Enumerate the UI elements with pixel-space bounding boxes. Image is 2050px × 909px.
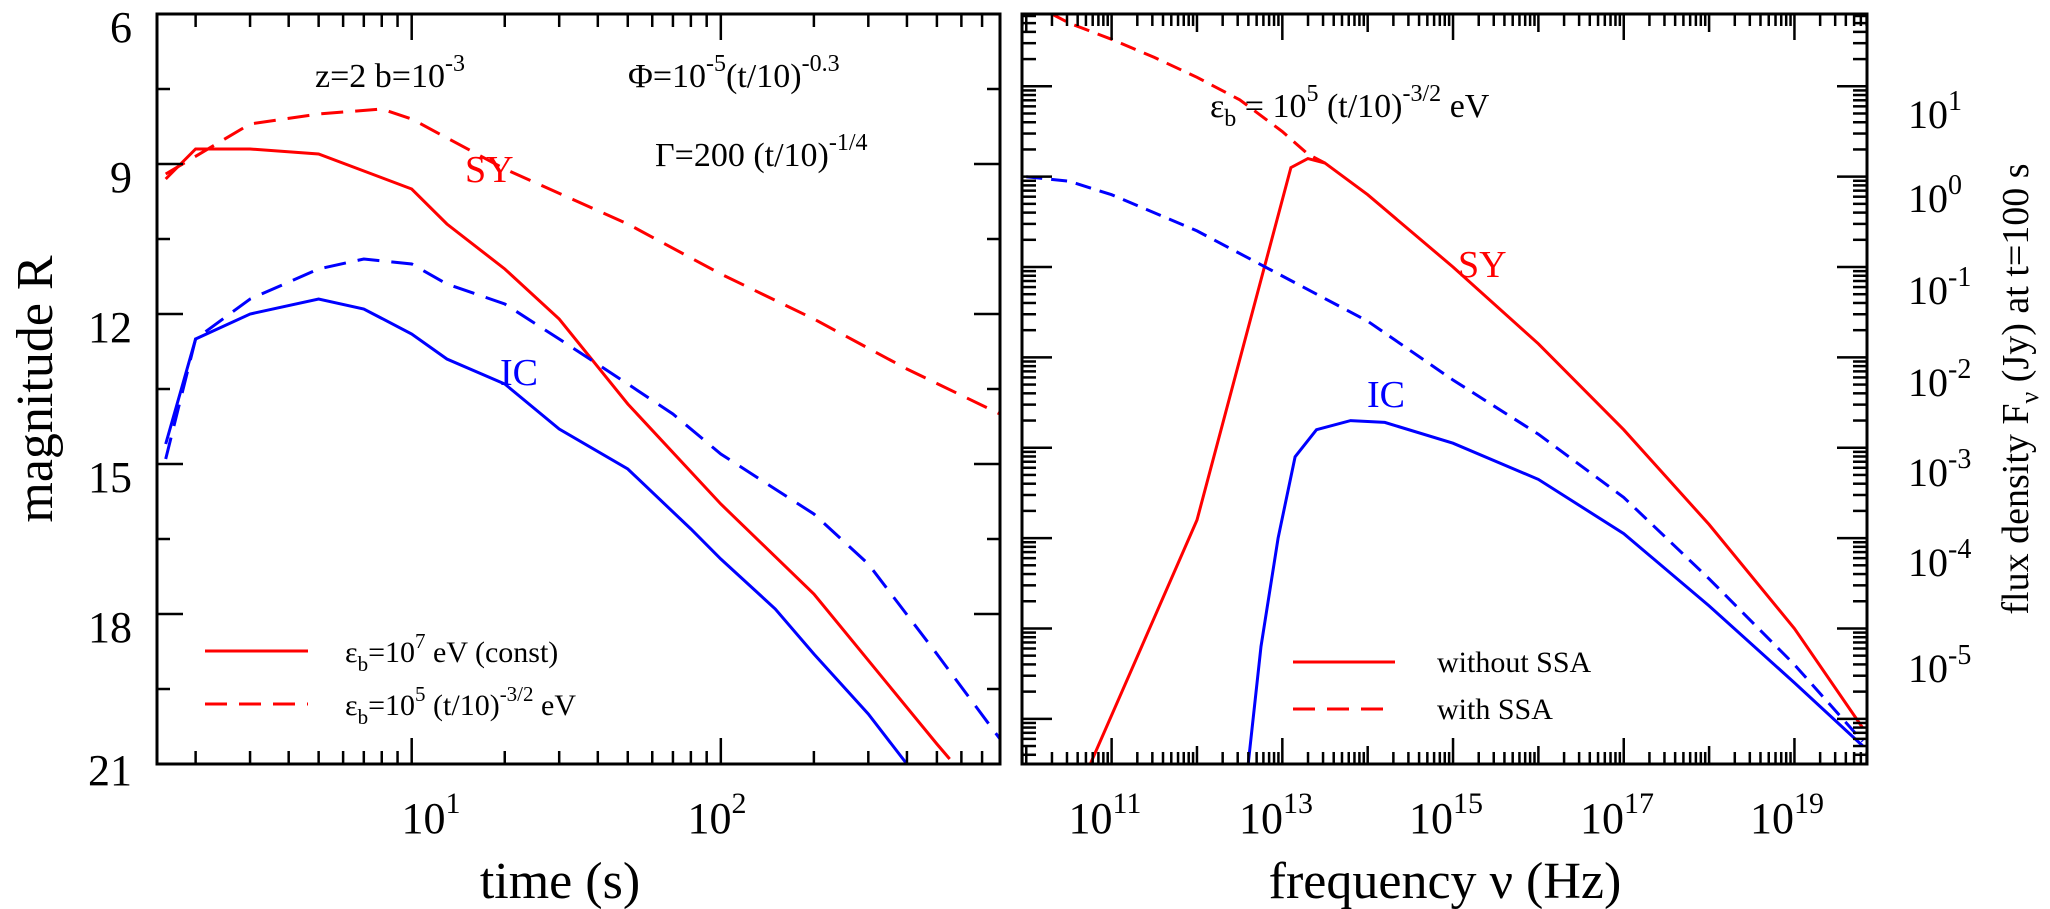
- right-x-tick-label: 1017: [1580, 787, 1654, 843]
- right-y-tick-label: 10-1: [1908, 262, 1971, 313]
- left-x-axis-label: time (s): [480, 853, 640, 909]
- annotation-z-b: z=2 b=10-3: [315, 51, 465, 95]
- right-x-tick-label: 1015: [1409, 787, 1483, 843]
- right-legend: without SSA with SSA: [1293, 646, 1592, 726]
- left-panel: 6 9 12 15 18 21 101 102 time (s) magnitu…: [7, 3, 1002, 909]
- right-y-tick-label: 10-2: [1908, 354, 1971, 405]
- right-x-tick-label: 1011: [1069, 787, 1142, 843]
- series-line: [1246, 419, 1864, 764]
- right-y-tick-label: 100: [1908, 170, 1962, 221]
- right-y-axis-label: flux density Fν (Jy) at t=100 s: [1995, 163, 2044, 614]
- right-x-tick-label: 1013: [1239, 787, 1313, 843]
- series-line: [1026, 175, 1864, 743]
- left-curves: [164, 107, 1000, 764]
- right-ticks: [1021, 14, 1868, 764]
- series-line: [1088, 157, 1864, 764]
- left-y-tick-label: 6: [110, 3, 132, 52]
- label-ic: IC: [500, 352, 538, 394]
- legend-entry-with-ssa: with SSA: [1437, 693, 1553, 726]
- right-x-tick-label: 1019: [1750, 787, 1824, 843]
- right-plot-frame: [1020, 12, 1869, 766]
- right-curves: [1026, 14, 1864, 764]
- right-y-tick-label: 10-4: [1908, 534, 1971, 585]
- left-y-axis-label: magnitude R: [7, 255, 64, 523]
- left-y-tick-label: 15: [88, 453, 132, 502]
- right-x-axis-label: frequency ν (Hz): [1269, 853, 1622, 909]
- series-line: [164, 107, 1000, 416]
- legend-entry-const: εb=107 eV (const): [345, 629, 558, 676]
- annotation-gamma: Γ=200 (t/10)-1/4: [655, 130, 868, 174]
- series-line: [164, 297, 909, 764]
- label-sy: SY: [1458, 244, 1507, 286]
- legend-entry-evolving: εb=105 (t/10)-3/2 eV: [345, 682, 576, 729]
- label-sy: SY: [465, 149, 514, 191]
- series-line: [164, 257, 1000, 740]
- left-plot-frame: [155, 12, 1002, 766]
- right-y-tick-label: 101: [1908, 86, 1962, 137]
- left-y-tick-label: 18: [88, 603, 132, 652]
- annotation-epsilon-b: εb = 105 (t/10)-3/2 eV: [1210, 81, 1490, 132]
- left-y-tick-label: 9: [110, 153, 132, 202]
- left-y-tick-label: 12: [88, 303, 132, 352]
- series-line: [164, 147, 951, 760]
- right-panel: 1011 1013 1015 1017 1019 101 100 10-1 10…: [1020, 12, 2044, 909]
- right-y-tick-label: 10-5: [1908, 640, 1971, 691]
- legend-entry-without-ssa: without SSA: [1437, 646, 1592, 679]
- label-ic: IC: [1367, 374, 1405, 416]
- left-x-tick-label: 102: [688, 787, 747, 843]
- annotation-phi: Φ=10-5(t/10)-0.3: [628, 51, 840, 95]
- right-y-tick-label: 10-3: [1908, 444, 1971, 495]
- left-y-tick-label: 21: [88, 746, 132, 795]
- left-x-tick-label: 101: [402, 787, 461, 843]
- left-legend: εb=107 eV (const) εb=105 (t/10)-3/2 eV: [205, 629, 576, 729]
- series-line: [1051, 14, 1326, 165]
